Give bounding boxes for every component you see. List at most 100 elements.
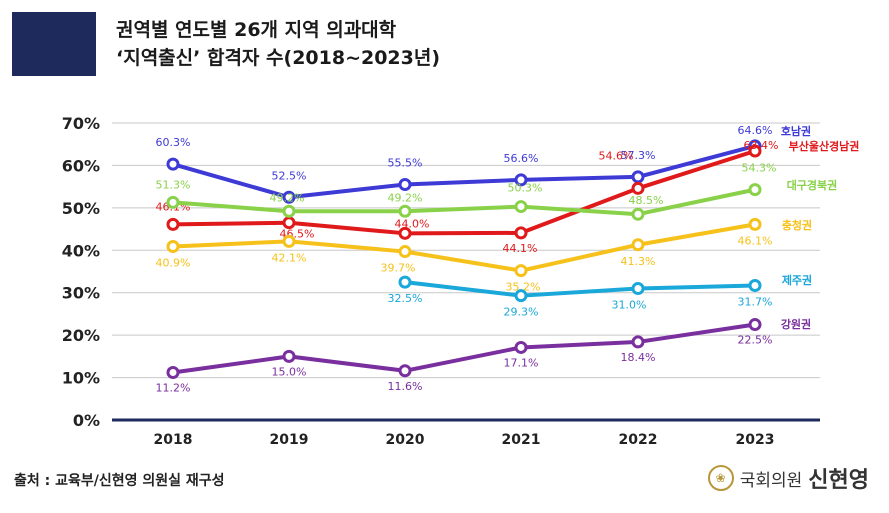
data-point [514, 340, 528, 354]
series-1: 46.1%46.5%44.0%44.1%54.6%63.4%부산울산경남권 [156, 139, 860, 255]
data-point [748, 183, 762, 197]
series-name-label: 제주권 [782, 273, 812, 287]
data-label: 51.3% [156, 178, 191, 191]
data-label: 18.4% [621, 351, 656, 364]
credit: ❀ 국회의원 신현영 [707, 462, 869, 494]
y-tick-label: 20% [62, 326, 100, 345]
y-tick-label: 30% [62, 284, 100, 303]
data-point [282, 216, 296, 230]
series-name-label: 강원권 [781, 317, 811, 331]
series-3: 40.9% 42.1% 39.7% 35.2% 41.3% 46.1% 충청권 [156, 217, 812, 294]
data-label: 46.1% [738, 234, 773, 247]
data-point [166, 239, 180, 253]
data-point [398, 178, 412, 192]
data-label: 52.5% [272, 169, 307, 182]
data-label: 63.4% [744, 139, 779, 152]
data-point [631, 207, 645, 221]
series-name-label: 호남권 [781, 124, 811, 138]
series-line [172, 322, 756, 375]
data-label: 11.2% [156, 381, 191, 394]
data-point [631, 281, 645, 295]
y-tick-label: 0% [73, 411, 100, 430]
credit-org: 국회의원 [739, 470, 803, 491]
series-line [172, 187, 756, 217]
credit-name: 신현영 [808, 467, 869, 493]
data-point [631, 335, 645, 349]
y-tick-label: 50% [62, 199, 100, 218]
data-point [631, 238, 645, 252]
chart-title: 권역별 연도별 26개 지역 의과대학 ‘지역출신’ 합격자 수(2018~20… [116, 16, 440, 72]
data-label: 11.6% [388, 380, 423, 393]
series-line [172, 143, 756, 200]
national-assembly-seal-icon: ❀ [707, 465, 734, 491]
data-label: 44.1% [503, 242, 538, 255]
data-label: 56.6% [504, 152, 539, 165]
data-point [748, 144, 762, 158]
data-point [282, 349, 296, 363]
data-label: 49.2% [270, 191, 305, 204]
data-point [748, 318, 762, 332]
series-name-label: 대구경북권 [787, 178, 838, 192]
data-label: 64.6% [738, 124, 773, 137]
data-label: 31.7% [738, 296, 773, 309]
data-point [282, 234, 296, 248]
x-tick-label: 2019 [270, 432, 309, 448]
data-point [398, 204, 412, 218]
data-label: 55.5% [388, 157, 423, 170]
data-label: 41.3% [621, 255, 656, 268]
data-point [398, 364, 412, 378]
data-point [748, 279, 762, 293]
series-line [404, 280, 756, 298]
title-line-2: ‘지역출신’ 합격자 수(2018~2023년) [116, 47, 441, 69]
data-label: 35.2% [506, 281, 541, 294]
data-label: 60.3% [156, 136, 191, 149]
data-point [282, 204, 296, 218]
series-4: 32.5% 29.3% 31.0% 31.7% 제주권 [388, 273, 813, 319]
data-point [166, 217, 180, 231]
data-label: 29.3% [504, 306, 539, 319]
data-label: 17.1% [504, 356, 539, 369]
x-tick-label: 2022 [619, 432, 658, 448]
data-label: 49.2% [388, 191, 423, 204]
data-point [166, 195, 180, 209]
data-point [166, 365, 180, 379]
data-point [166, 157, 180, 171]
data-label: 57.3% [621, 149, 656, 162]
data-point [514, 226, 528, 240]
data-label: 48.5% [629, 194, 664, 207]
data-point [631, 170, 645, 184]
data-label: 15.0% [272, 365, 307, 378]
x-tick-label: 2020 [386, 432, 425, 448]
x-tick-label: 2018 [154, 432, 193, 448]
series-line [172, 149, 756, 236]
data-point [748, 217, 762, 231]
x-tick-label: 2023 [736, 432, 775, 448]
data-point [398, 275, 412, 289]
y-tick-label: 40% [62, 241, 100, 260]
series-name-label: 부산울산경남권 [789, 139, 860, 153]
data-point [282, 190, 296, 204]
series-5: 11.2% 15.0% 11.6% 17.1% 18.4% 22.5% 강원권 [156, 317, 812, 394]
data-point [398, 245, 412, 259]
title-line-1: 권역별 연도별 26개 지역 의과대학 [116, 19, 397, 41]
data-label: 54.3% [742, 162, 777, 175]
data-label: 40.9% [156, 256, 191, 269]
data-label: 44.0% [395, 217, 430, 230]
data-point [514, 200, 528, 214]
series-2: 51.3% 49.2% 49.2% 50.3% 48.5% 54.3% 대구경북권 [156, 162, 838, 221]
data-label: 54.6% [599, 149, 634, 162]
data-label: 22.5% [738, 334, 773, 347]
data-point [398, 226, 412, 240]
x-tick-label: 2021 [502, 432, 541, 448]
data-label: 39.7% [381, 262, 416, 275]
data-point [514, 264, 528, 278]
data-label: 32.5% [388, 292, 423, 305]
data-label: 42.1% [272, 251, 307, 264]
data-point [631, 181, 645, 195]
data-label: 50.3% [508, 182, 543, 195]
source-note: 출처 : 교육부/신현영 의원실 재구성 [14, 473, 225, 489]
series-name-label: 충청권 [782, 218, 812, 232]
data-point [514, 289, 528, 303]
title-accent-block [12, 12, 96, 76]
